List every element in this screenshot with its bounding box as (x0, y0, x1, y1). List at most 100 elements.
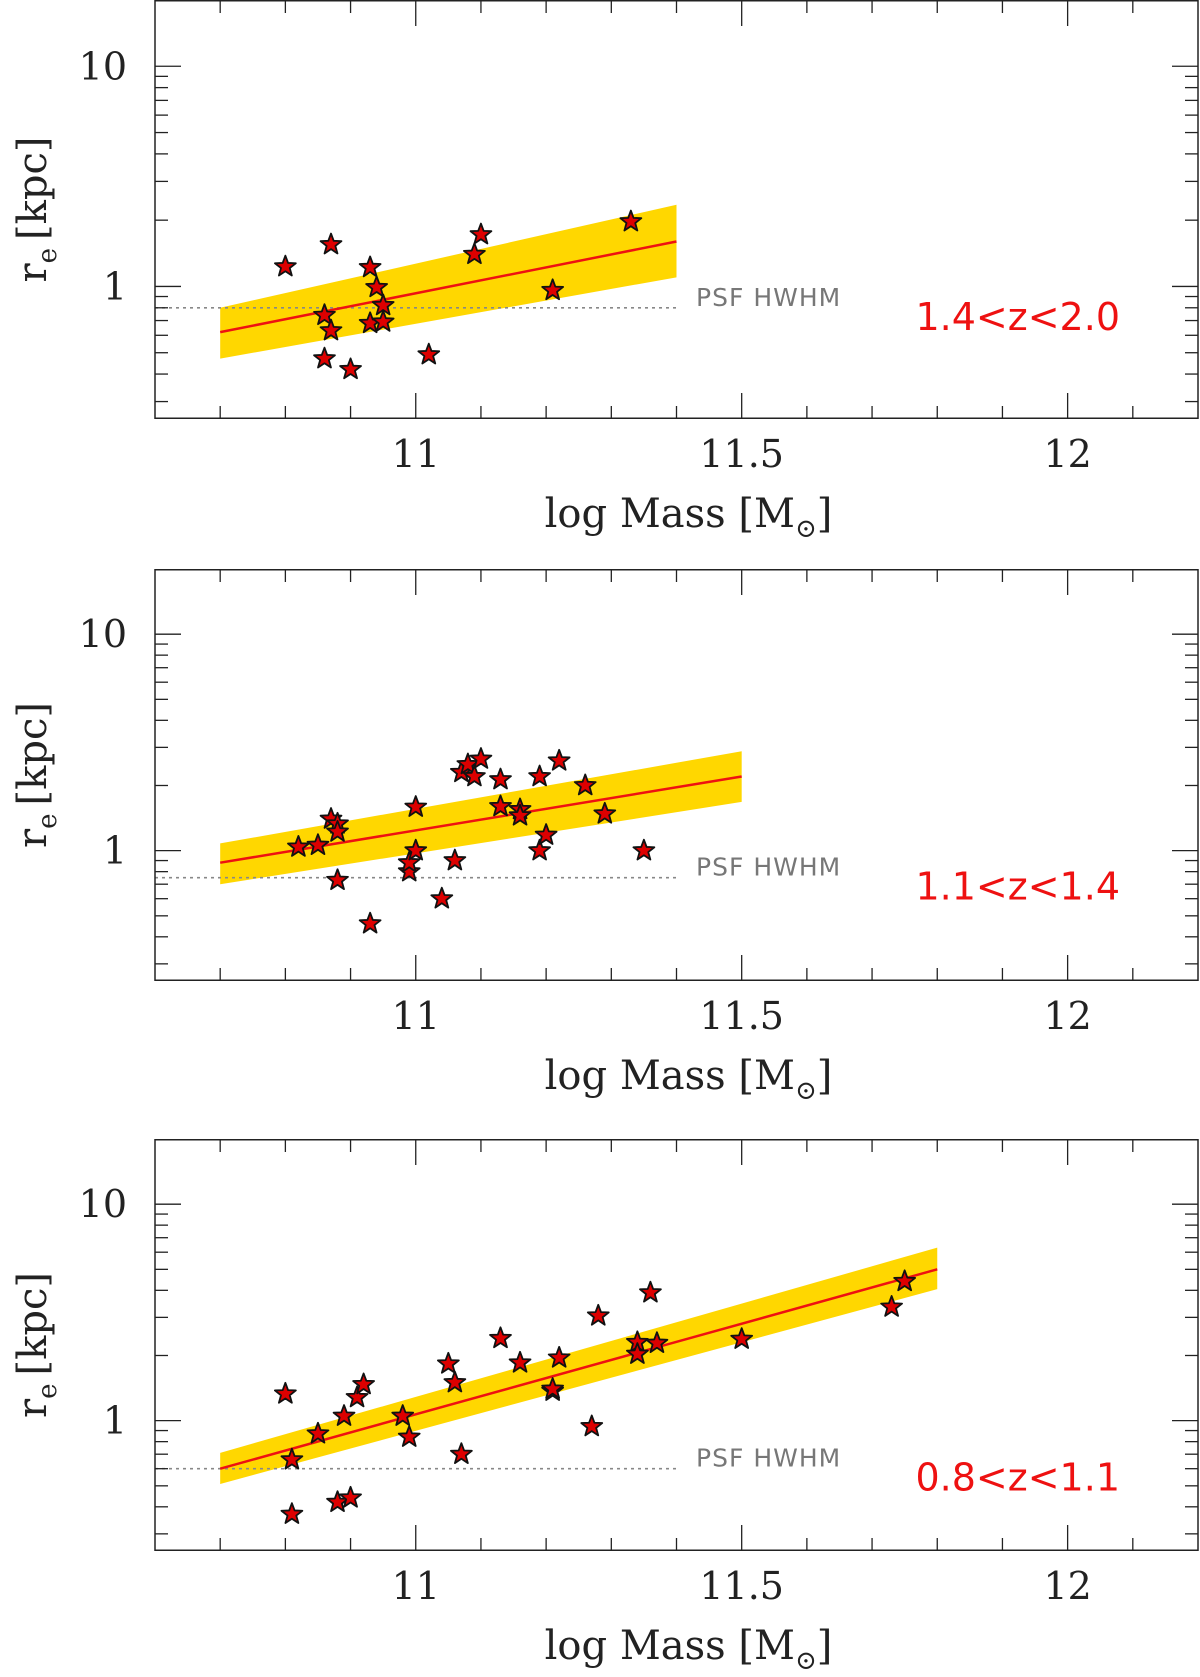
data-point (489, 767, 512, 790)
confidence-band (220, 751, 742, 885)
y-axis-title: re[kpc] (10, 137, 63, 283)
data-point (593, 801, 617, 824)
psf-label: PSF HWHM (696, 1444, 841, 1473)
data-point (352, 1372, 375, 1395)
x-tick-label: 11 (392, 994, 440, 1038)
data-point (397, 1425, 421, 1447)
x-tick-label: 11 (392, 1564, 440, 1608)
data-point (319, 318, 343, 341)
data-point (358, 255, 382, 278)
x-tick-label: 12 (1043, 432, 1091, 476)
data-point (280, 1502, 304, 1524)
data-point (541, 278, 565, 301)
data-point (528, 838, 551, 861)
data-point (345, 1385, 369, 1408)
x-tick-label: 11.5 (699, 1564, 784, 1608)
data-point (332, 1404, 356, 1426)
data-point (313, 346, 336, 369)
data-point (489, 1326, 512, 1349)
y-tick-label: 1 (103, 829, 127, 873)
data-point (287, 835, 310, 857)
redshift-label: 1.4<z<2.0 (916, 295, 1121, 339)
data-point (547, 748, 571, 771)
panel-1: 11 11.5 12 1 10 log Mass [M⊙] re[kpc] PSF HWHM 1… (10, 0, 1199, 544)
y-axis-title: re[kpc] (10, 702, 63, 848)
data-point (463, 242, 486, 265)
psf-label: PSF HWHM (696, 283, 841, 312)
y-tick-label: 10 (79, 1182, 127, 1226)
data-point (730, 1327, 754, 1349)
data-point (586, 1303, 610, 1326)
y-tick-label: 10 (79, 612, 127, 656)
data-point (280, 1447, 304, 1470)
data-point (326, 868, 349, 891)
data-point (404, 838, 428, 861)
panel-2: 11 11.5 12 1 10 log Mass [M⊙] re[kpc] PSF HWHM 1… (10, 569, 1199, 1106)
data-point (489, 794, 512, 817)
y-tick-label: 10 (79, 44, 127, 88)
data-point (443, 848, 467, 871)
data-point (645, 1331, 669, 1353)
confidence-band (220, 1247, 938, 1484)
x-axis-title: log Mass [M⊙] (545, 1053, 833, 1106)
data-point (436, 1351, 460, 1374)
data-point (639, 1280, 662, 1303)
data-point (326, 820, 349, 842)
data-point (404, 795, 428, 817)
data-point (397, 859, 421, 882)
data-point (313, 303, 336, 326)
x-tick-label: 12 (1043, 1564, 1091, 1608)
data-point (534, 823, 558, 845)
data-point (469, 747, 493, 769)
data-point (274, 1381, 297, 1404)
data-point (541, 1377, 565, 1399)
fit-line (219, 775, 742, 864)
data-point (339, 357, 362, 380)
data-point (306, 833, 330, 855)
data-point (417, 342, 441, 365)
data-point (463, 764, 486, 787)
data-point (397, 850, 421, 873)
data-point (619, 209, 643, 232)
data-point (626, 1342, 649, 1364)
data-point (508, 1350, 532, 1373)
data-point (443, 1370, 467, 1393)
data-point (371, 293, 395, 316)
data-point (632, 838, 656, 861)
data-point (319, 232, 343, 255)
x-tick-label: 11.5 (699, 994, 784, 1038)
data-point (880, 1295, 903, 1317)
data-point (339, 1485, 362, 1508)
redshift-label: 1.1<z<1.4 (916, 865, 1121, 909)
data-point (365, 275, 388, 298)
data-point (391, 1404, 415, 1426)
data-point (508, 803, 532, 826)
data-point (450, 1442, 473, 1464)
data-point (573, 773, 597, 796)
fit-line (219, 240, 677, 334)
data-point (528, 764, 551, 787)
x-tick-label: 11.5 (699, 432, 784, 476)
y-axis-title: re[kpc] (10, 1272, 63, 1418)
psf-label: PSF HWHM (696, 853, 841, 882)
fit-line (219, 1268, 938, 1470)
x-axis-title: log Mass [M⊙] (545, 1623, 833, 1676)
data-point (547, 1345, 571, 1368)
data-point (274, 254, 297, 277)
data-point (893, 1269, 917, 1292)
y-tick-label: 1 (103, 264, 127, 308)
x-tick-label: 11 (392, 432, 440, 476)
panel-3: 11 11.5 12 1 10 log Mass [M⊙] re[kpc] PSF HWHM 0… (10, 1139, 1199, 1676)
data-point (469, 222, 493, 245)
data-point (371, 310, 395, 332)
data-point (306, 1421, 330, 1444)
data-point (430, 886, 454, 909)
x-axis-title: log Mass [M⊙] (545, 491, 833, 544)
confidence-band (220, 204, 677, 359)
data-point (580, 1414, 604, 1437)
x-tick-label: 12 (1043, 994, 1091, 1038)
redshift-label: 0.8<z<1.1 (916, 1456, 1121, 1500)
y-tick-label: 1 (103, 1399, 127, 1443)
data-point (358, 911, 382, 934)
